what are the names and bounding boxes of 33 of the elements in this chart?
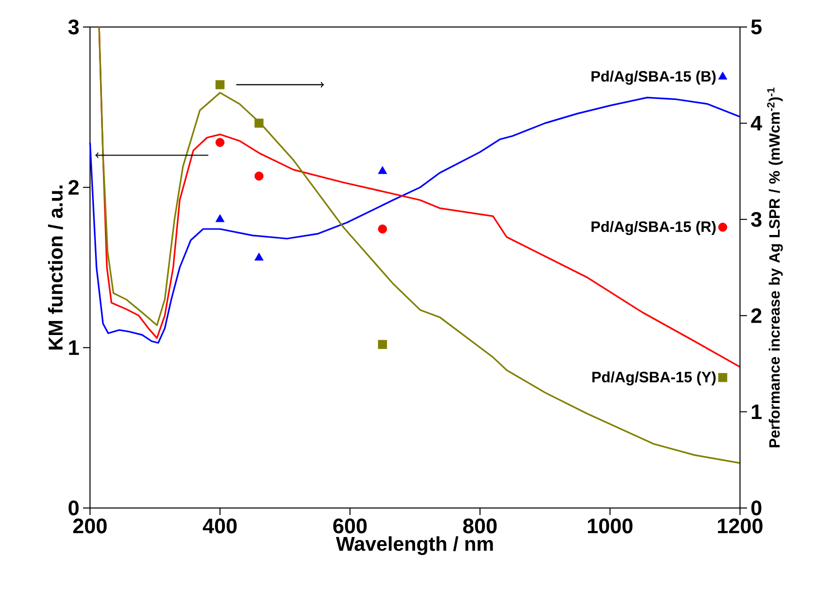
x-tick-label: 400 — [202, 518, 237, 534]
point — [216, 138, 225, 147]
y-tick-label: 0 — [68, 500, 79, 516]
y-tick-label: 3 — [68, 20, 79, 34]
point — [254, 172, 264, 181]
point — [378, 340, 388, 349]
x-axis-title: Wavelength / nm — [336, 536, 493, 555]
x-tick-label: 1200 — [718, 518, 762, 534]
x-tick-label: 600 — [333, 518, 367, 534]
y2-tick-label: 3 — [751, 212, 762, 227]
y2-tick-label: 0 — [751, 500, 762, 516]
point — [216, 80, 225, 90]
legend-label: Pd/Ag/SBA-15 (B) — [592, 70, 716, 85]
x-tick-label: 200 — [73, 518, 107, 534]
legend-label: Pd/Ag/SBA-15 (Y) — [592, 371, 716, 386]
y2-tick-label: 2 — [751, 308, 762, 323]
line-series — [89, 96, 741, 344]
y2-axis-title: Performance increase by Ag LSPR / % (mWcm$^{-2}$)$^{-1}$ — [767, 88, 783, 448]
point — [378, 166, 388, 174]
point — [215, 214, 225, 222]
line-series — [98, 26, 741, 464]
y-tick-label: 1 — [69, 340, 79, 355]
y2-tick-label: 4 — [750, 116, 762, 130]
x-tick-label: 800 — [463, 518, 497, 534]
y-tick-label: 2 — [68, 180, 79, 195]
point — [254, 118, 264, 128]
point — [254, 252, 264, 261]
point — [378, 224, 388, 234]
y2-tick-label: 1 — [752, 404, 762, 420]
legend-label: Pd/Ag/SBA-15 (R) — [592, 221, 716, 236]
y-axis-title: KM function / a.u. — [48, 186, 63, 350]
x-tick-label: 1000 — [588, 518, 632, 534]
y2-tick-label: 5 — [751, 20, 762, 34]
